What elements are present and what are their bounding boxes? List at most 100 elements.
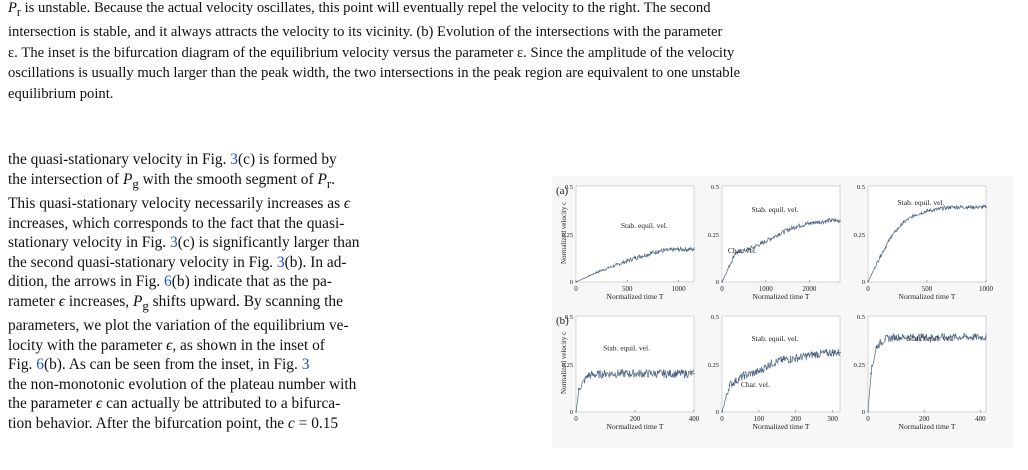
y-tick-label: 0.25	[562, 362, 573, 369]
data-point	[587, 374, 589, 377]
body-line: the non-monotonic evolution of the plate…	[8, 375, 357, 393]
data-point	[813, 353, 815, 355]
data-point	[758, 371, 760, 373]
data-point	[760, 243, 762, 245]
y-tick-label: 0	[570, 409, 573, 416]
data-point	[769, 363, 771, 365]
plot-panel-a3: 0.5 0.25 00 500 1000 Normalized time T Stab. e…	[854, 184, 994, 301]
annotation-label: Stab. equil. vel.	[752, 334, 799, 343]
data-point	[832, 351, 834, 354]
y-axis-label: Normalized velocity c	[560, 202, 568, 264]
x-axis-label: Normalized time T	[753, 292, 810, 301]
data-point	[663, 373, 666, 375]
x-tick-label: 400	[689, 415, 700, 423]
body-line: the second quasi-stationary velocity in …	[8, 253, 347, 271]
body-line: tion behavior. After the bifurcation poi…	[8, 414, 339, 432]
body-line: locity with the parameter ϵ, as shown in…	[8, 336, 325, 354]
x-tick-label: 500	[622, 285, 633, 293]
y-tick-label: 0.5	[565, 184, 573, 191]
body-line: the parameter ϵ can actually be attribut…	[8, 395, 341, 413]
annotation-label: Stab. equil. vel.	[898, 198, 945, 207]
data-point	[604, 373, 607, 375]
x-tick-label: 1000	[759, 285, 774, 293]
data-point	[914, 214, 916, 216]
panel-letter-a: (a)	[556, 185, 569, 197]
y-tick-label: 0	[716, 279, 719, 286]
body-text: the quasi-stationary velocity in Fig. 3(…	[8, 150, 520, 433]
x-tick-label: 0	[866, 415, 870, 423]
x-tick-label: 1000	[979, 285, 994, 293]
panel-letter-b: (b)	[556, 315, 569, 327]
data-point	[734, 252, 736, 254]
plot-area	[575, 185, 695, 283]
annotation-label: Char. vel.	[741, 380, 770, 389]
data-point	[595, 271, 598, 273]
x-axis-label: Normalized time T	[607, 292, 664, 301]
data-point	[575, 411, 577, 413]
body-line: increases, which corresponds to the fact…	[8, 214, 345, 232]
data-point	[902, 221, 904, 224]
x-tick-label: 2000	[802, 285, 817, 293]
figure-row-b: (b) Normalized velocity c 0.5 0.25 0 0 200 400 N…	[552, 306, 1014, 448]
plot-panel-b2: 0.5 0.25 00 100 200 300 Normalized time T Stab.…	[708, 314, 841, 431]
y-tick-label: 0	[862, 409, 865, 416]
y-tick-label: 0.25	[854, 232, 865, 239]
data-point	[926, 210, 928, 212]
data-series-line	[867, 204, 987, 283]
y-tick-label: 0	[716, 409, 719, 416]
x-tick-label: 400	[975, 415, 986, 423]
y-tick-label: 0.25	[708, 232, 719, 239]
data-series-line	[575, 245, 695, 283]
y-tick-label: 0.25	[854, 362, 865, 369]
data-point	[743, 374, 745, 377]
data-point	[678, 248, 680, 250]
y-axis-label: Normalized velocity c	[560, 332, 568, 394]
x-tick-label: 1000	[672, 285, 687, 293]
x-axis-label: Normalized time T	[607, 422, 664, 431]
plot-area	[575, 315, 695, 413]
body-line: rameter ϵ increases, Pg shifts upward. B…	[8, 292, 343, 313]
data-point	[839, 219, 841, 222]
annotation-label: Stab. equil. vel.	[752, 205, 799, 214]
y-tick-label: 0	[570, 279, 573, 286]
data-point	[721, 411, 723, 413]
data-point	[951, 336, 953, 338]
data-point	[985, 336, 987, 338]
caption-line: equilibrium point.	[8, 85, 114, 102]
x-tick-label: 500	[922, 285, 933, 293]
body-line: stationary velocity in Fig. 3(c) is sign…	[8, 234, 360, 252]
caption-line: ε. The inset is the bifurcation diagram …	[8, 44, 735, 61]
data-point	[950, 206, 952, 208]
x-tick-label: 200	[791, 415, 802, 423]
y-tick-label: 0.5	[711, 314, 719, 321]
body-line: the quasi-stationary velocity in Fig. 3(…	[8, 151, 337, 168]
data-series-line	[721, 348, 841, 413]
x-tick-label: 0	[866, 285, 870, 293]
data-point	[747, 248, 749, 250]
data-point	[884, 338, 886, 340]
data-point	[839, 351, 841, 354]
x-tick-label: 300	[827, 415, 838, 423]
x-tick-label: 0	[574, 285, 578, 293]
annotation-label: Stab. equil. vel.	[907, 334, 954, 343]
body-line: This quasi-stationary velocity necessari…	[8, 195, 351, 213]
body-line: the intersection of Pg with the smooth s…	[8, 170, 336, 191]
data-point	[575, 281, 577, 283]
body-line: parameters, we plot the variation of the…	[8, 317, 349, 335]
data-point	[693, 373, 695, 375]
x-tick-label: 0	[720, 285, 724, 293]
data-point	[923, 336, 925, 338]
x-axis-label: Normalized time T	[753, 422, 810, 431]
data-point	[616, 264, 618, 266]
x-tick-label: 100	[754, 415, 765, 423]
plot-panel-a1: 0.5 0.25 00 500 1000 Normalized time T Stab. e…	[562, 184, 695, 301]
body-line: Fig. 6(b). As can be seen from the inset…	[8, 356, 310, 374]
data-point	[891, 235, 893, 237]
plot-panel-b1: 0.5 0.25 00 200 400 Normalized time T Stab. eq…	[562, 314, 700, 431]
y-tick-label: 0.25	[562, 232, 573, 239]
caption-line: Pr is unstable. Because the actual veloc…	[8, 0, 711, 19]
data-point	[985, 206, 987, 208]
data-point	[967, 206, 969, 208]
